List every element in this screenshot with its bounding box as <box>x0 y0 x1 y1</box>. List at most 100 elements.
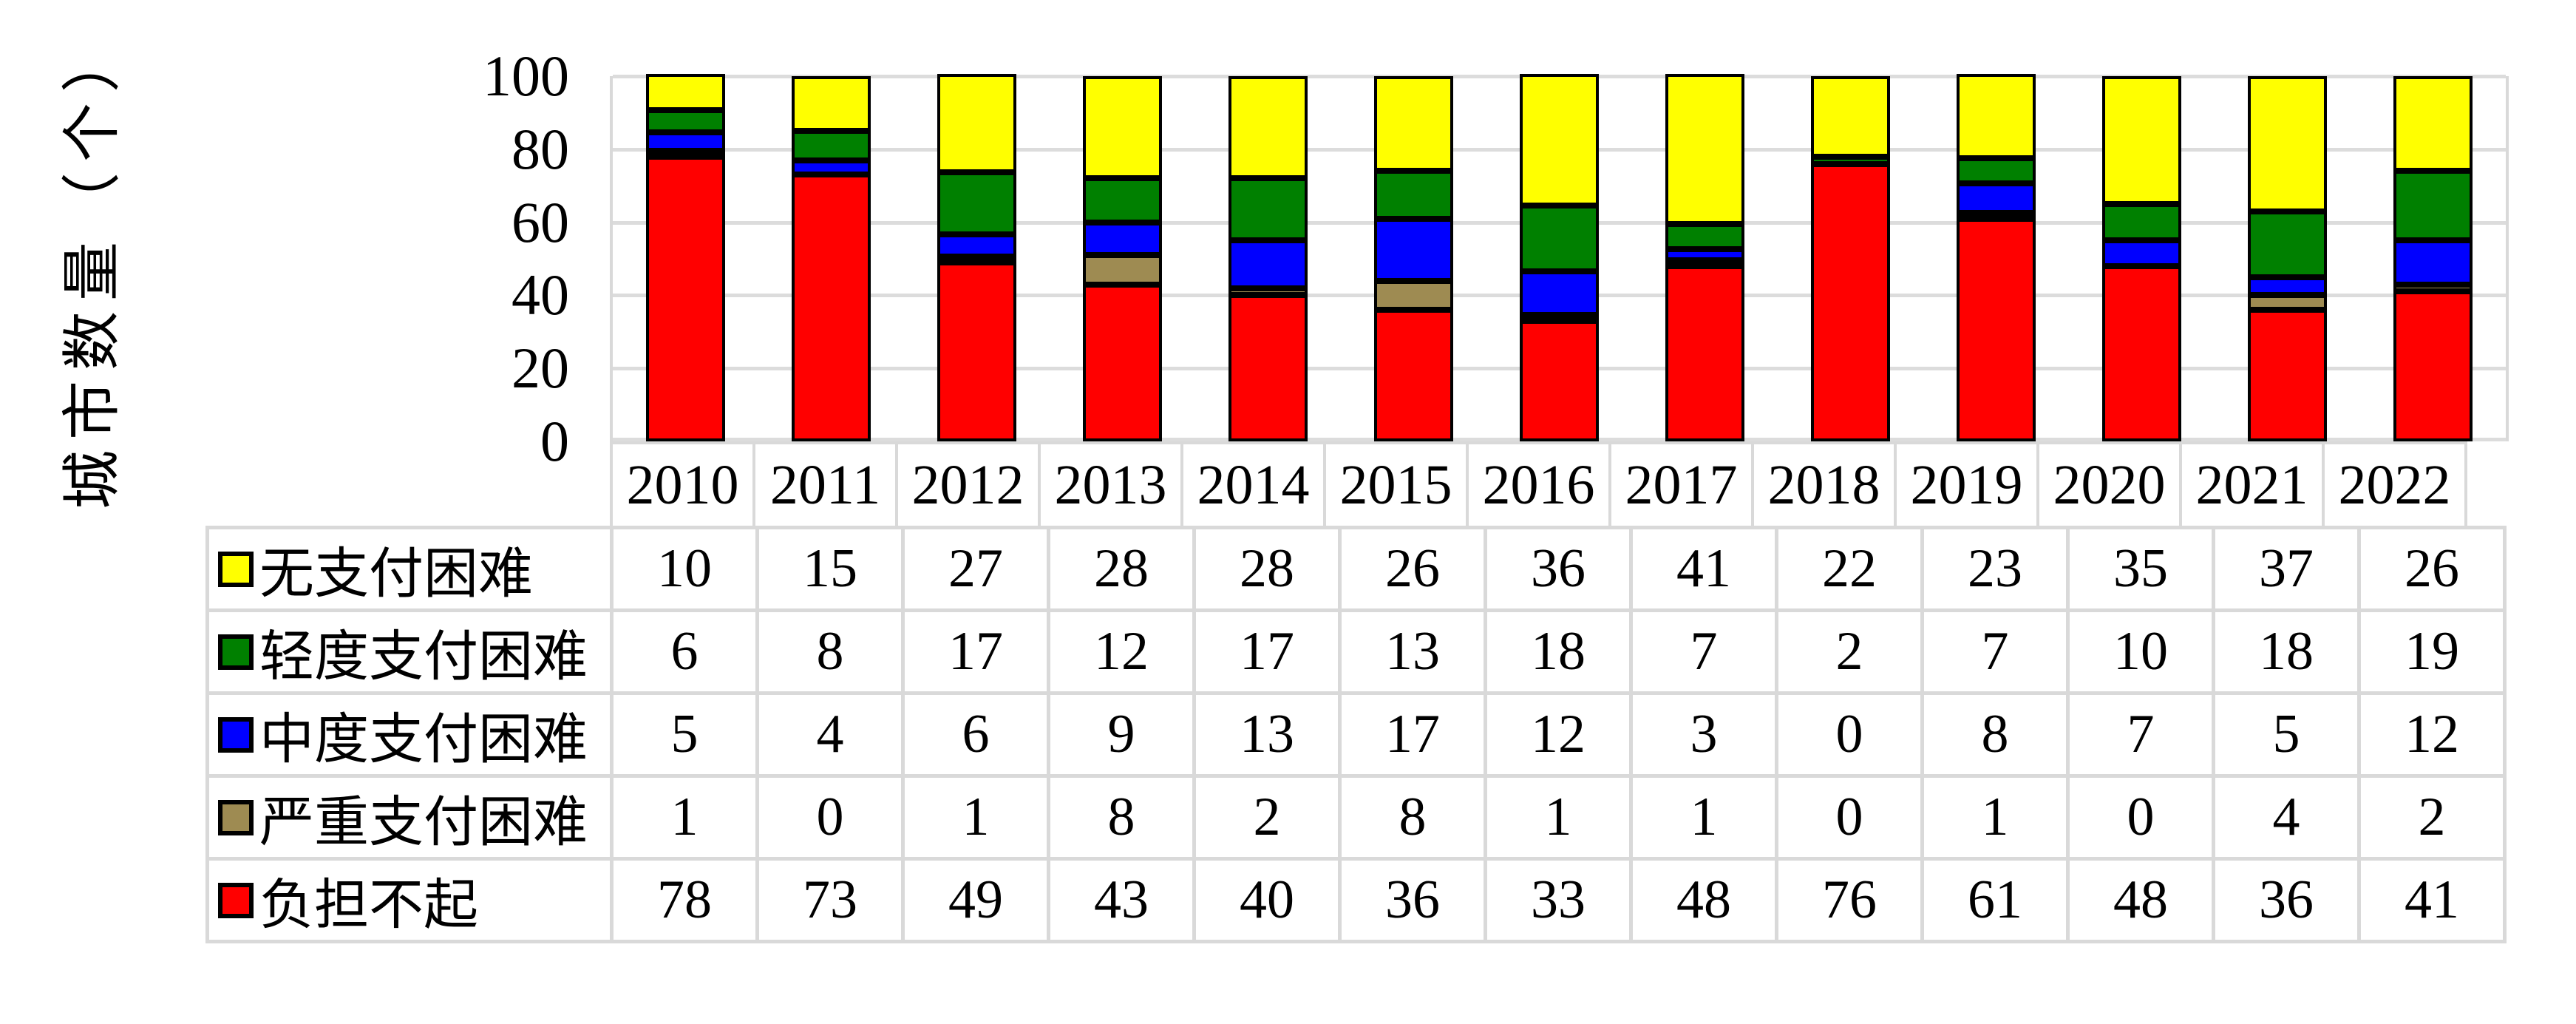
bar-segment <box>2102 203 2181 241</box>
table-row: 严重支付困难 1 0 1 8 2 8 1 1 0 1 0 4 2 <box>205 774 2507 861</box>
bar-segment <box>646 156 725 441</box>
legend-cell: 中度支付困难 <box>205 691 614 778</box>
value-cell: 8 <box>755 608 905 695</box>
value-cell: 17 <box>901 608 1050 695</box>
legend-swatch-icon <box>218 551 254 587</box>
bar-segment <box>1957 73 2036 158</box>
value-cell: 12 <box>2357 691 2507 778</box>
x-axis-year-cell-2010: 2010 <box>610 441 755 529</box>
stacked-bar-2020 <box>2102 76 2181 441</box>
legend-cell: 无支付困难 <box>205 526 614 612</box>
legend-label: 轻度支付困难 <box>259 627 588 688</box>
bar-segment <box>1957 183 2036 213</box>
bar-segment <box>646 110 725 132</box>
bar-segment <box>1665 265 1744 441</box>
bar-segment <box>792 131 871 160</box>
y-tick-label-80: 80 <box>512 116 569 181</box>
bar-slot-2011 <box>758 76 904 441</box>
value-cell: 0 <box>2066 774 2215 861</box>
bar-slot-2016 <box>1486 73 1632 441</box>
value-cell: 5 <box>2212 691 2361 778</box>
value-cell: 3 <box>1629 691 1778 778</box>
value-cell: 41 <box>1629 526 1778 612</box>
stacked-bar-2016 <box>1520 73 1599 441</box>
legend-swatch-icon <box>218 799 254 835</box>
bar-segment <box>2102 265 2181 441</box>
stacked-bar-2010 <box>646 73 725 441</box>
bar-segment <box>2393 240 2473 285</box>
value-cell: 35 <box>2066 526 2215 612</box>
value-cell: 2 <box>2357 774 2507 861</box>
bar-segment <box>1520 205 1599 271</box>
value-cell: 1 <box>1920 774 2070 861</box>
value-cell: 26 <box>2357 526 2507 612</box>
value-cell: 27 <box>901 526 1050 612</box>
bar-slot-2022 <box>2360 76 2506 441</box>
bar-segment <box>1665 260 1744 266</box>
table-row: 负担不起 78 73 49 43 40 36 33 48 76 61 48 36 41 <box>205 857 2507 943</box>
stacked-bar-2014 <box>1228 76 1308 441</box>
x-axis-year-cell-2016: 2016 <box>1466 441 1611 529</box>
y-axis-title: 城市数量（个） <box>61 23 126 509</box>
x-axis-year-cell-2013: 2013 <box>1038 441 1183 529</box>
value-cell: 41 <box>2357 857 2507 943</box>
bar-segment <box>792 174 871 441</box>
bar-segment <box>1957 157 2036 184</box>
value-cell: 37 <box>2212 526 2361 612</box>
bar-segment <box>1228 178 1308 241</box>
legend-label: 无支付困难 <box>259 544 533 605</box>
x-axis-year-cell-2018: 2018 <box>1751 441 1897 529</box>
bar-segment <box>646 150 725 157</box>
x-axis-year-cell-2014: 2014 <box>1180 441 1326 529</box>
x-axis-year-cell-2011: 2011 <box>752 441 898 529</box>
legend-entry: 中度支付困难 <box>209 695 610 774</box>
bar-segment <box>646 132 725 151</box>
x-axis-year-row: 2010 2011 2012 2013 2014 2015 2016 2017 2018 2019… <box>610 441 2509 529</box>
bar-segment <box>2248 211 2327 277</box>
y-tick-label-20: 20 <box>512 336 569 401</box>
bar-segment <box>646 73 725 111</box>
bar-segment <box>1665 249 1744 260</box>
bar-segment <box>2248 310 2327 441</box>
bar-segment <box>937 73 1016 173</box>
value-cell: 73 <box>755 857 905 943</box>
value-cell: 28 <box>1047 526 1196 612</box>
bar-segment <box>1083 222 1162 256</box>
value-cell: 15 <box>755 526 905 612</box>
bar-slots-container <box>613 73 2506 441</box>
legend-label: 严重支付困难 <box>259 793 588 853</box>
bar-slot-2019 <box>1923 73 2069 441</box>
value-cell: 76 <box>1775 857 1924 943</box>
table-row: 中度支付困难 5 4 6 9 13 17 12 3 0 8 7 5 12 <box>205 691 2507 778</box>
legend-entry: 负担不起 <box>209 861 610 940</box>
value-cell: 2 <box>1192 774 1342 861</box>
value-cell: 8 <box>1338 774 1487 861</box>
legend-swatch-icon <box>218 634 254 670</box>
value-cell: 19 <box>2357 608 2507 695</box>
value-cell: 22 <box>1775 526 1924 612</box>
bar-segment <box>937 234 1016 257</box>
bar-segment <box>792 160 871 175</box>
value-cell: 7 <box>1920 608 2070 695</box>
stacked-bar-2017 <box>1665 73 1744 441</box>
value-cell: 18 <box>1484 608 1633 695</box>
bar-slot-2010 <box>613 73 758 441</box>
legend-entry: 严重支付困难 <box>209 778 610 857</box>
value-cell: 13 <box>1192 691 1342 778</box>
bar-segment <box>2393 76 2473 172</box>
data-table: 无支付困难 10 15 27 28 28 26 36 41 22 23 35 37 26 轻度支付困难 6 8 1… <box>205 526 2507 943</box>
bar-segment <box>1520 314 1599 321</box>
value-cell: 10 <box>2066 608 2215 695</box>
bar-slot-2020 <box>2069 76 2215 441</box>
bar-segment <box>1665 223 1744 250</box>
value-cell: 17 <box>1338 691 1487 778</box>
bar-segment <box>1374 76 1453 172</box>
stacked-bar-2021 <box>2248 76 2327 441</box>
value-cell: 9 <box>1047 691 1196 778</box>
bar-segment <box>2102 76 2181 204</box>
bar-segment <box>1083 255 1162 285</box>
bar-segment <box>1957 212 2036 219</box>
bar-segment <box>1520 271 1599 315</box>
bar-segment <box>1228 295 1308 441</box>
